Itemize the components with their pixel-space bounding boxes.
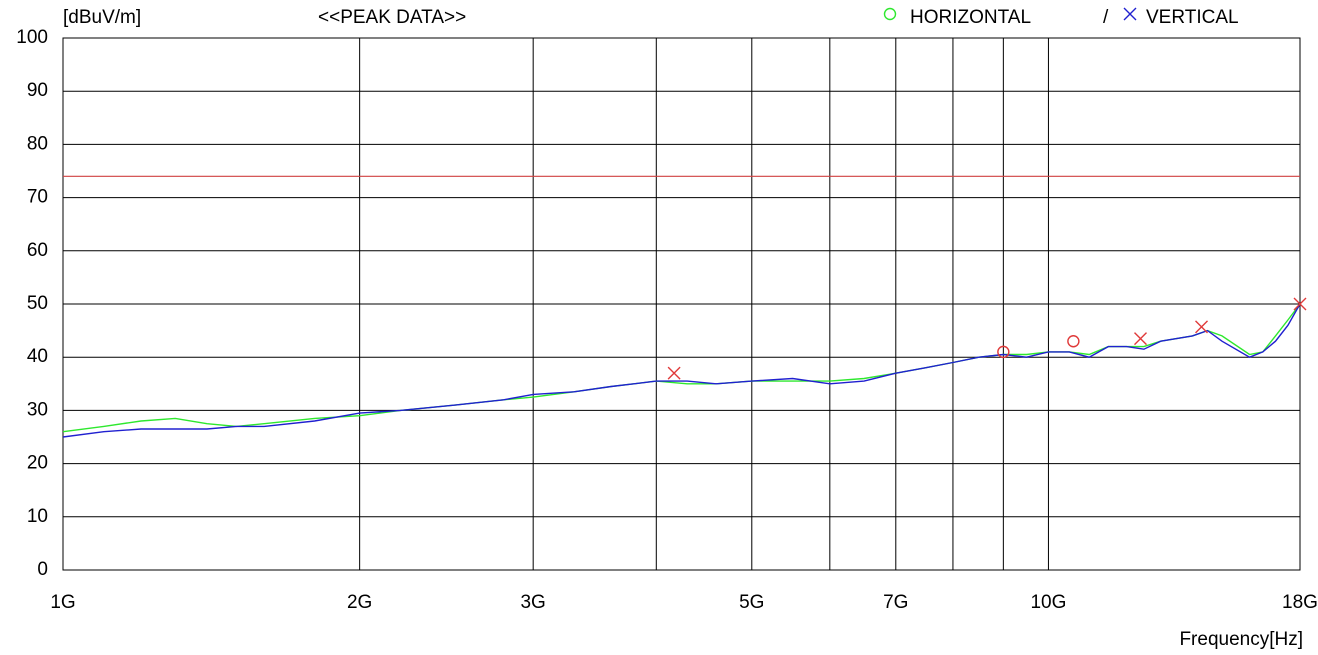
x-tick-label: 7G	[883, 592, 908, 613]
y-tick-label: 10	[27, 506, 48, 527]
peak-marker	[667, 366, 681, 380]
y-tick-label: 50	[27, 293, 48, 314]
peak-marker	[997, 345, 1010, 359]
y-tick-label: 80	[27, 133, 48, 154]
y-tick-label: 20	[27, 453, 48, 474]
legend-label: HORIZONTAL	[910, 7, 1031, 28]
y-tick-label: 60	[27, 240, 48, 261]
y-tick-label: 100	[16, 27, 48, 48]
y-tick-label: 70	[27, 187, 48, 208]
peak-marker	[1067, 335, 1080, 348]
x-tick-label: 5G	[739, 592, 764, 613]
x-tick-label: 10G	[1030, 592, 1066, 613]
peak-marker	[1293, 297, 1307, 311]
peak-marker	[1195, 320, 1209, 334]
y-tick-label: 90	[27, 80, 48, 101]
y-tick-label: 0	[37, 559, 48, 580]
y-tick-label: 40	[27, 346, 48, 367]
x-tick-label: 18G	[1282, 592, 1318, 613]
legend-label: VERTICAL	[1146, 7, 1239, 28]
legend-symbol	[1123, 7, 1137, 21]
peak-marker	[1134, 332, 1148, 346]
x-axis-label: Frequency[Hz]	[1179, 629, 1303, 650]
x-tick-label: 2G	[347, 592, 372, 613]
y-tick-label: 30	[27, 399, 48, 420]
series-line	[62, 303, 1301, 438]
y-axis-label: [dBuV/m]	[63, 7, 141, 28]
legend-symbol	[883, 7, 897, 21]
chart-title: <<PEAK DATA>>	[318, 7, 466, 28]
x-tick-label: 1G	[50, 592, 75, 613]
x-tick-label: 3G	[520, 592, 545, 613]
series-line	[62, 303, 1301, 433]
legend-separator: /	[1103, 7, 1109, 28]
